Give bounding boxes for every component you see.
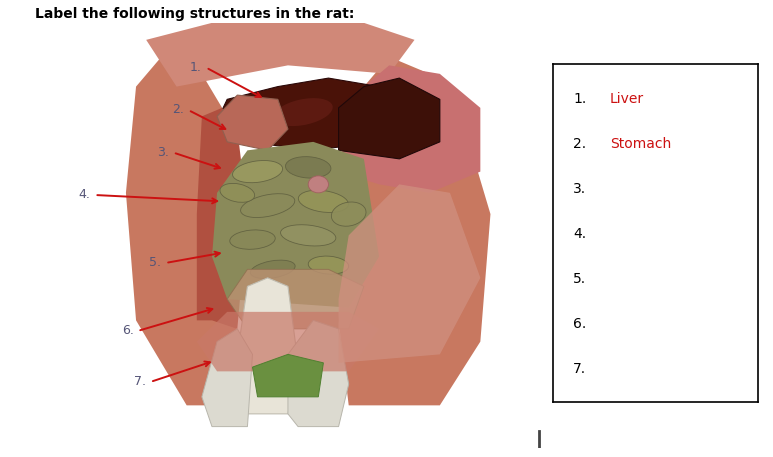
Text: Liver: Liver bbox=[610, 92, 644, 106]
Text: Stomach: Stomach bbox=[610, 138, 671, 151]
Text: 7.: 7. bbox=[135, 376, 146, 388]
Polygon shape bbox=[217, 78, 400, 150]
Ellipse shape bbox=[240, 194, 295, 218]
Text: 1.: 1. bbox=[574, 92, 587, 106]
Text: 4.: 4. bbox=[574, 228, 586, 241]
Polygon shape bbox=[202, 329, 253, 427]
Ellipse shape bbox=[332, 202, 366, 226]
Polygon shape bbox=[237, 278, 298, 414]
Text: 2.: 2. bbox=[172, 103, 184, 117]
Text: Label the following structures in the rat:: Label the following structures in the ra… bbox=[35, 7, 354, 21]
Polygon shape bbox=[227, 269, 364, 329]
Text: 3.: 3. bbox=[574, 182, 586, 197]
Ellipse shape bbox=[274, 98, 332, 126]
Ellipse shape bbox=[285, 157, 331, 178]
Ellipse shape bbox=[298, 190, 349, 213]
Ellipse shape bbox=[281, 225, 335, 246]
Polygon shape bbox=[212, 142, 379, 308]
Polygon shape bbox=[126, 57, 237, 405]
Text: 6.: 6. bbox=[121, 324, 134, 337]
Text: 5.: 5. bbox=[149, 256, 162, 270]
Text: 3.: 3. bbox=[157, 146, 169, 159]
Ellipse shape bbox=[220, 183, 254, 202]
Text: 6.: 6. bbox=[574, 317, 587, 331]
Ellipse shape bbox=[250, 260, 295, 279]
Polygon shape bbox=[253, 354, 323, 397]
Text: 2.: 2. bbox=[574, 138, 586, 151]
Polygon shape bbox=[339, 78, 440, 159]
Ellipse shape bbox=[230, 230, 275, 249]
Polygon shape bbox=[339, 65, 480, 193]
Polygon shape bbox=[217, 95, 288, 150]
Polygon shape bbox=[339, 57, 491, 405]
Ellipse shape bbox=[233, 160, 283, 183]
Polygon shape bbox=[339, 184, 480, 363]
Text: 7.: 7. bbox=[574, 362, 586, 377]
Text: 5.: 5. bbox=[574, 272, 586, 287]
Polygon shape bbox=[197, 312, 379, 372]
Text: 1.: 1. bbox=[190, 61, 202, 74]
Polygon shape bbox=[146, 23, 414, 87]
Polygon shape bbox=[288, 320, 349, 427]
Ellipse shape bbox=[308, 256, 349, 274]
Text: 4.: 4. bbox=[79, 188, 90, 202]
Ellipse shape bbox=[308, 176, 329, 193]
Polygon shape bbox=[197, 108, 247, 329]
